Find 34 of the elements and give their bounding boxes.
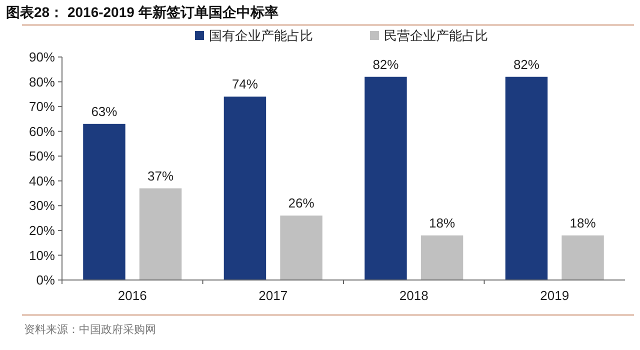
data-label: 26%: [288, 196, 315, 211]
y-tick-label: 30%: [28, 198, 56, 214]
data-label: 82%: [372, 56, 400, 72]
data-label: 37%: [148, 168, 174, 184]
y-tick-label: 90%: [28, 50, 56, 65]
bar: [139, 188, 182, 280]
bar: [83, 124, 126, 280]
bar: [562, 235, 604, 280]
y-tick-label: 60%: [28, 124, 56, 139]
text: 资料来源：中国政府采购网: [24, 323, 156, 336]
y-tick-label: 80%: [28, 74, 56, 90]
y-tick-label: 10%: [28, 248, 56, 263]
bar: [280, 216, 322, 280]
data-label: 82%: [513, 56, 540, 72]
y-tick-label: 70%: [28, 99, 56, 114]
data-label: 74%: [232, 76, 258, 92]
bar: [364, 76, 407, 280]
y-tick-label: 40%: [28, 173, 56, 188]
bar: [224, 96, 266, 280]
bar: [505, 76, 548, 280]
x-tick-label: 2019: [540, 288, 570, 303]
y-tick-label: 0%: [36, 272, 56, 288]
x-tick-label: 2017: [258, 288, 288, 303]
legend-label: 国有企业产能占比: [209, 28, 313, 43]
data-label: 18%: [570, 215, 596, 230]
y-tick-label: 50%: [28, 148, 56, 164]
x-tick-label: 2018: [399, 288, 428, 303]
legend-label: 民营企业产能占比: [384, 28, 488, 43]
data-label: 18%: [429, 215, 456, 230]
chart-title: 图表28： 2016-2019 年新签订单国企中标率: [6, 4, 278, 20]
x-tick-label: 2016: [118, 288, 147, 303]
y-tick-label: 20%: [28, 222, 56, 238]
data-label: 63%: [91, 104, 118, 119]
bar: [420, 235, 464, 280]
